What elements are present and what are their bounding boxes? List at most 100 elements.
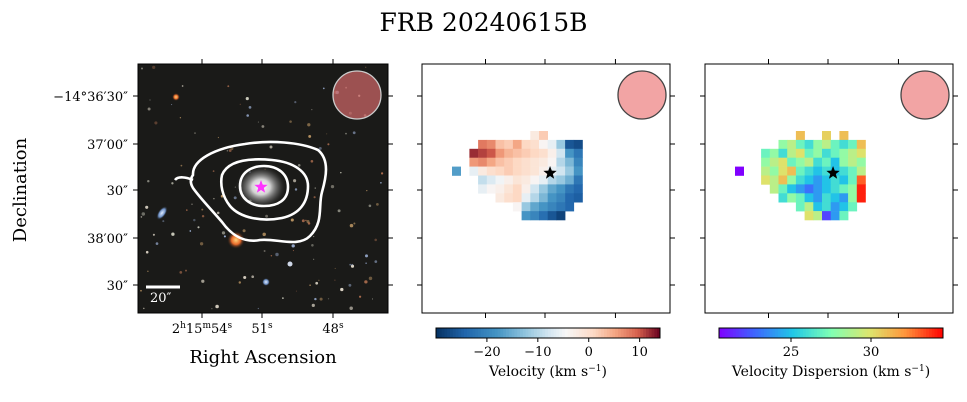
map-pixel [556,139,566,150]
colorbar-segment [587,328,591,338]
colorbar-segment [873,328,877,338]
background-source [326,133,328,135]
map-pixel [856,148,866,158]
colorbar-segment [553,328,557,338]
colorbar-segment [769,328,773,338]
colorbar-segment [604,328,608,338]
background-source [322,87,325,90]
background-source [221,231,226,235]
background-source [313,258,315,260]
colorbar-segment [657,328,661,338]
map-pixel [573,157,583,167]
map-pixel [521,139,531,150]
colorbar-segment [719,328,723,338]
colorbar-segment [853,328,857,338]
colorbar-segment [892,328,896,338]
background-source [315,281,319,285]
map-pixel [839,148,849,158]
colorbar-segment [800,328,804,338]
background-source [334,267,336,269]
map-pixel [504,148,514,158]
colorbar-segment [438,328,442,338]
map-pixel [856,166,866,176]
background-source [297,163,301,167]
map-pixel [547,148,557,158]
background-source [147,107,151,111]
background-source [365,66,367,68]
colorbar-segment [749,328,753,338]
x-tick-label: 51s [251,321,273,337]
map-pixel [573,139,583,150]
map-pixel [486,184,496,194]
colorbar-segment [870,328,874,338]
y-axis-label: Declination [10,137,31,242]
colorbar-segment [929,328,933,338]
y-tick-label: 30″ [107,184,129,199]
map-pixel [478,139,488,150]
map-pixel [521,166,531,176]
background-source [318,146,322,150]
background-source [242,229,246,233]
background-source [185,269,187,272]
colorbar-segment [472,328,476,338]
colorbar-segment [651,328,655,338]
colorbar-segment [584,328,588,338]
background-source [140,67,144,70]
colorbar-tick-label: 10 [631,345,648,360]
colorbar-segment [752,328,756,338]
optical-image-panel: 20″ −14°36′30″ 37′00″ 30″ 38′00″ 30″ 2h15m54s 5… [10,59,393,368]
map-pixel [478,148,488,158]
background-source [245,97,249,101]
map-pixel [813,139,823,150]
background-source [301,219,305,223]
colorbar-segment [441,328,445,338]
colorbar-segment [940,328,944,338]
map-pixel [848,175,858,185]
map-pixel [530,131,540,141]
map-pixel [504,184,514,194]
map-pixel [521,175,531,185]
background-source [307,222,311,225]
background-source [282,297,284,299]
map-pixel [495,166,505,176]
map-pixel [547,184,557,194]
colorbar-segment [817,328,821,338]
background-source [330,184,335,189]
map-pixel [521,157,531,167]
map-pixel [856,157,866,167]
map-pixel [469,157,479,167]
colorbar-segment [859,328,863,338]
map-pixel [495,175,505,185]
colorbar-segment [735,328,739,338]
colorbar-segment [744,328,748,338]
background-source [314,187,316,189]
colorbar-segment [909,328,913,338]
map-pixel [822,184,831,194]
map-pixel [565,202,575,212]
map-pixel [769,175,779,185]
map-pixel [556,184,566,194]
colorbar-segment [452,328,456,338]
background-source [290,218,294,222]
colorbar-segment [450,328,454,338]
colorbar-segment [508,328,512,338]
map-pixel [539,184,548,194]
map-pixel [521,148,531,158]
map-pixel [804,211,814,221]
map-pixel [822,175,831,185]
map-pixel [787,193,797,203]
map-pixel [822,157,831,167]
background-source [162,220,165,223]
map-pixel [556,211,566,221]
background-source [227,85,230,88]
background-source [199,242,204,246]
map-pixel [539,175,548,185]
background-source [197,226,200,229]
map-pixel [822,193,831,203]
map-pixel [804,139,814,150]
background-source [140,216,143,218]
map-pixel [521,184,531,194]
map-pixel [848,184,858,194]
colorbar-segment [648,328,652,338]
map-pixel [512,166,522,176]
